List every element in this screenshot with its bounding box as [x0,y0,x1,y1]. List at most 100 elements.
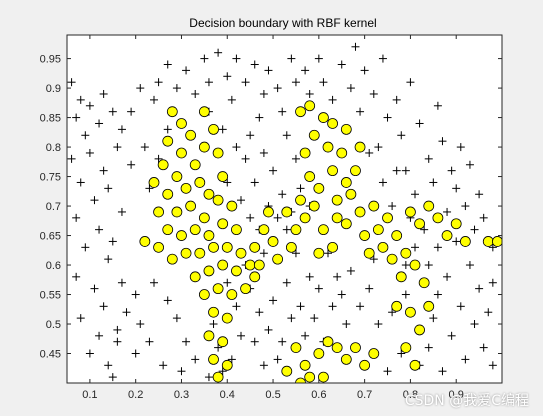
plus-marker [484,308,493,317]
plus-marker [67,154,76,163]
plus-marker [378,178,387,187]
y-axis: 0.45 0.5 0.55 0.6 0.65 0.7 0.75 0.8 0.85 0.9 0.95 [40,54,502,361]
circle-marker [318,371,329,383]
plus-marker [383,367,392,376]
y-tick-label: 0.55 [40,290,61,302]
plus-marker [154,78,163,87]
plus-marker [392,166,401,175]
plus-marker [182,66,191,75]
plus-marker [95,119,104,128]
circle-marker [231,224,242,236]
circle-marker [253,259,265,271]
plus-marker [424,154,433,163]
plus-marker [479,213,488,222]
plus-marker [415,119,424,128]
plus-marker [488,361,497,370]
plus-marker [72,213,81,222]
circle-marker [157,159,169,171]
plus-marker [273,213,282,222]
circle-marker [308,200,320,212]
plus-marker [383,113,392,122]
circle-marker [212,194,224,206]
plus-marker [411,190,419,199]
plus-marker [90,284,99,293]
scatter-marks [67,42,502,383]
circle-marker [185,200,197,212]
plus-marker [264,66,273,75]
plus-marker [259,361,268,370]
circle-marker [217,218,229,230]
plus-marker [159,361,168,370]
circle-marker [318,224,329,236]
circle-marker [166,253,178,265]
circle-marker [263,206,274,218]
plus-marker [282,278,291,287]
plus-marker [452,184,461,193]
circle-marker [290,224,302,236]
axes-frame [66,34,503,384]
plus-marker [214,343,223,352]
plus-marker [438,367,447,376]
plus-marker [365,284,374,293]
plus-marker [223,178,232,187]
circle-marker [189,159,201,171]
circle-marker [281,206,293,218]
circle-marker [198,106,210,118]
circle-marker [203,188,215,200]
plus-marker [424,261,433,270]
plus-marker [81,243,90,252]
circle-marker [231,265,242,277]
circle-marker [180,182,192,194]
plus-marker [259,148,268,157]
plus-marker [227,355,236,364]
circle-marker [162,224,174,236]
circle-marker [185,129,197,141]
y-tick-label: 0.65 [40,231,61,243]
circle-marker [350,165,361,177]
plus-marker [269,166,278,175]
circle-marker [322,336,334,348]
circle-marker [340,123,352,135]
circle-marker [331,194,343,206]
plus-marker [131,290,140,299]
plus-marker [328,302,337,311]
plus-marker [237,331,245,340]
plus-marker [438,137,447,146]
plus-marker [223,72,232,81]
plus-marker [250,178,259,187]
circle-marker [295,194,306,206]
circle-marker [340,354,352,365]
circle-marker [423,200,435,212]
plus-marker [337,290,346,299]
plus-marker [182,337,191,346]
plus-marker [429,314,438,323]
plus-marker [191,89,200,98]
plus-marker [401,166,410,175]
plus-marker [113,325,122,334]
circle-marker [377,241,389,253]
circle-marker [368,348,380,359]
circle-marker [331,212,343,224]
plus-marker [278,107,287,116]
plus-marker [328,95,337,104]
plus-marker [360,66,369,75]
circle-marker [345,188,357,200]
circle-marker [240,283,251,295]
circle-marker [340,177,352,188]
x-tick-label: 0.8 [403,389,418,401]
plus-marker [465,160,474,169]
plus-marker [273,355,282,364]
circle-marker [217,171,229,182]
plus-marker [232,54,241,63]
plus-marker [470,320,479,329]
watermark: CSDN @我爱C编程 [404,393,529,409]
plus-marker [411,243,419,252]
circle-marker [285,241,297,253]
plus-marker [447,166,456,175]
plus-marker [214,48,223,57]
plus-marker [443,207,452,216]
circle-marker [382,212,393,224]
plus-marker [232,302,241,311]
plus-marker [305,89,314,98]
plus-marker [99,166,108,175]
